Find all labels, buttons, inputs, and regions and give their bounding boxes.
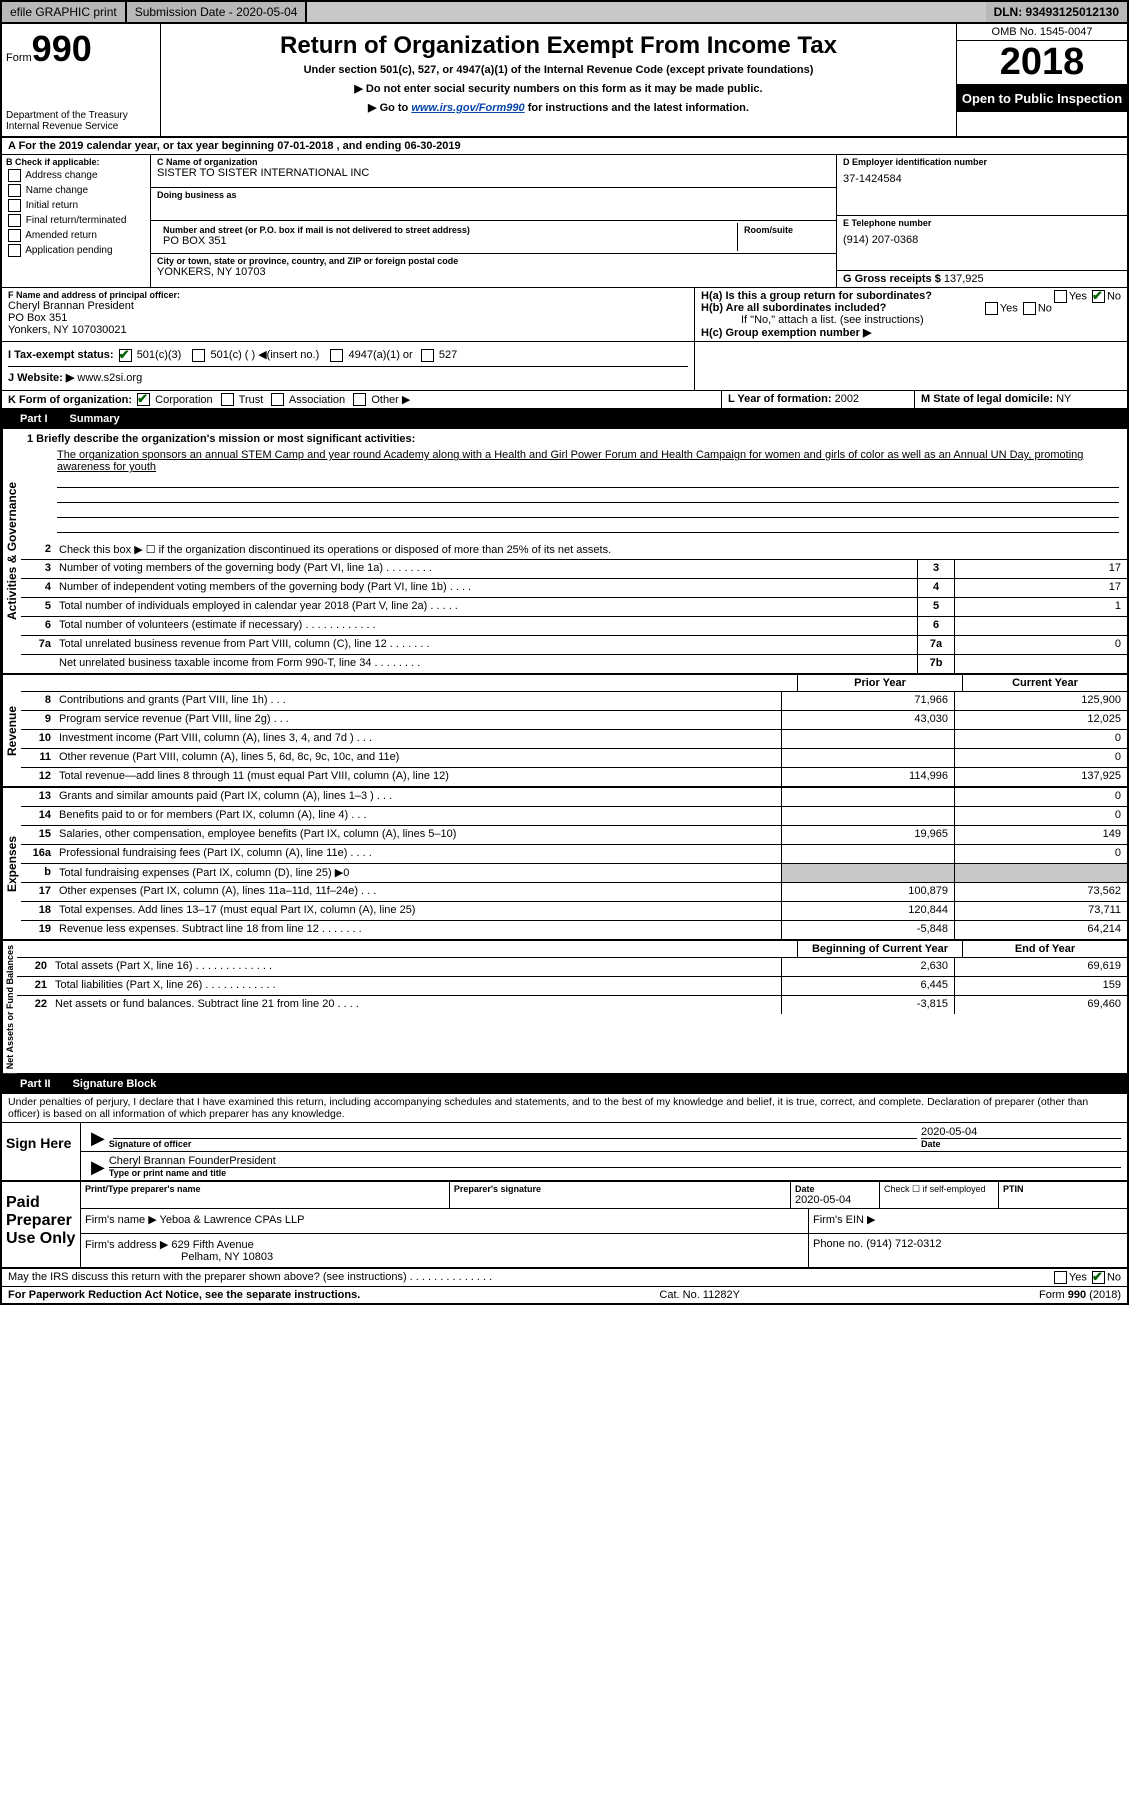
line3-val: 17 [954, 560, 1127, 578]
chk-app[interactable]: Application pending [6, 244, 146, 257]
row-f-h: F Name and address of principal officer:… [2, 288, 1127, 342]
ein-value: 37-1424584 [843, 173, 1121, 185]
rev-block: Revenue Prior YearCurrent Year 8Contribu… [2, 675, 1127, 788]
net-block: Net Assets or Fund Balances Beginning of… [2, 941, 1127, 1074]
irs-link[interactable]: www.irs.gov/Form990 [411, 102, 524, 114]
form-note1: ▶ Do not enter social security numbers o… [171, 82, 946, 95]
org-name: SISTER TO SISTER INTERNATIONAL INC [157, 167, 830, 179]
omb-number: OMB No. 1545-0047 [957, 24, 1127, 41]
irs-no[interactable] [1092, 1271, 1105, 1284]
chk-corp[interactable] [137, 393, 150, 406]
irs-yes[interactable] [1054, 1271, 1067, 1284]
firm-addr1: 629 Fifth Avenue [171, 1239, 253, 1251]
website[interactable]: www.s2si.org [77, 372, 142, 384]
firm-phone: (914) 712-0312 [866, 1238, 941, 1250]
form-header: Form990 Department of the Treasury Inter… [2, 24, 1127, 138]
col-right: D Employer identification number 37-1424… [837, 155, 1127, 287]
phone-value: (914) 207-0368 [843, 234, 1121, 246]
row-i-j: I Tax-exempt status: 501(c)(3) 501(c) ( … [2, 342, 1127, 391]
line8-curr: 125,900 [954, 692, 1127, 710]
top-bar: efile GRAPHIC print Submission Date - 20… [2, 2, 1127, 24]
line4-val: 17 [954, 579, 1127, 597]
col-c-org: C Name of organization SISTER TO SISTER … [151, 155, 837, 287]
exp-block: Expenses 13Grants and similar amounts pa… [2, 788, 1127, 941]
chk-name[interactable]: Name change [6, 184, 146, 197]
form-word: Form [6, 52, 32, 64]
form-subtitle: Under section 501(c), 527, or 4947(a)(1)… [171, 64, 946, 76]
form-note2: ▶ Go to www.irs.gov/Form990 for instruct… [171, 101, 946, 114]
sign-here-block: Sign Here ▶ Signature of officer 2020-05… [2, 1123, 1127, 1182]
tax-year: 2018 [957, 41, 1127, 85]
chk-501c3[interactable] [119, 349, 132, 362]
info-grid: B Check if applicable: Address change Na… [2, 155, 1127, 288]
open-public-label: Open to Public Inspection [957, 85, 1127, 112]
org-city: YONKERS, NY 10703 [157, 266, 830, 278]
part1-header: Part I Summary [2, 409, 1127, 429]
form-title: Return of Organization Exempt From Incom… [171, 32, 946, 60]
firm-name: Yeboa & Lawrence CPAs LLP [160, 1214, 305, 1226]
gov-block: Activities & Governance 1 Briefly descri… [2, 429, 1127, 675]
row-k-l-m: K Form of organization: Corporation Trus… [2, 391, 1127, 410]
line7a-val: 0 [954, 636, 1127, 654]
line19-curr: 64,214 [954, 921, 1127, 939]
dept-label: Department of the Treasury Internal Reve… [6, 110, 156, 132]
line12-curr: 137,925 [954, 768, 1127, 786]
chk-amended[interactable]: Amended return [6, 229, 146, 242]
prep-date: 2020-05-04 [795, 1194, 875, 1206]
irs-discuss-row: May the IRS discuss this return with the… [2, 1269, 1127, 1287]
form-number: 990 [32, 28, 92, 69]
dln: DLN: 93493125012130 [986, 2, 1127, 22]
gross-receipts: 137,925 [944, 273, 984, 285]
col-b-checkboxes: B Check if applicable: Address change Na… [2, 155, 151, 287]
part2-header: Part II Signature Block [2, 1074, 1127, 1094]
row-a: A For the 2019 calendar year, or tax yea… [2, 138, 1127, 155]
chk-initial[interactable]: Initial return [6, 199, 146, 212]
chk-final[interactable]: Final return/terminated [6, 214, 146, 227]
officer-name: Cheryl Brannan President [8, 300, 688, 312]
h-b: H(b) Are all subordinates included? Yes … [701, 302, 1121, 314]
year-formation: 2002 [835, 393, 859, 405]
chk-address[interactable]: Address change [6, 169, 146, 182]
line5-val: 1 [954, 598, 1127, 616]
paid-preparer-block: Paid Preparer Use Only Print/Type prepar… [2, 1182, 1127, 1269]
org-address: PO BOX 351 [163, 235, 731, 247]
sign-date: 2020-05-04 [921, 1126, 1121, 1138]
officer-sign-name: Cheryl Brannan FounderPresident [109, 1155, 1121, 1168]
state-domicile: NY [1056, 393, 1071, 405]
submission-date: Submission Date - 2020-05-04 [127, 2, 308, 22]
footer-row: For Paperwork Reduction Act Notice, see … [2, 1287, 1127, 1303]
h-c: H(c) Group exemption number ▶ [701, 326, 1121, 339]
perjury-text: Under penalties of perjury, I declare th… [2, 1094, 1127, 1123]
line22-eoy: 69,460 [954, 996, 1127, 1014]
h-a: H(a) Is this a group return for subordin… [701, 290, 1121, 302]
mission-text: The organization sponsors an annual STEM… [21, 449, 1127, 473]
efile-label[interactable]: efile GRAPHIC print [2, 2, 127, 22]
